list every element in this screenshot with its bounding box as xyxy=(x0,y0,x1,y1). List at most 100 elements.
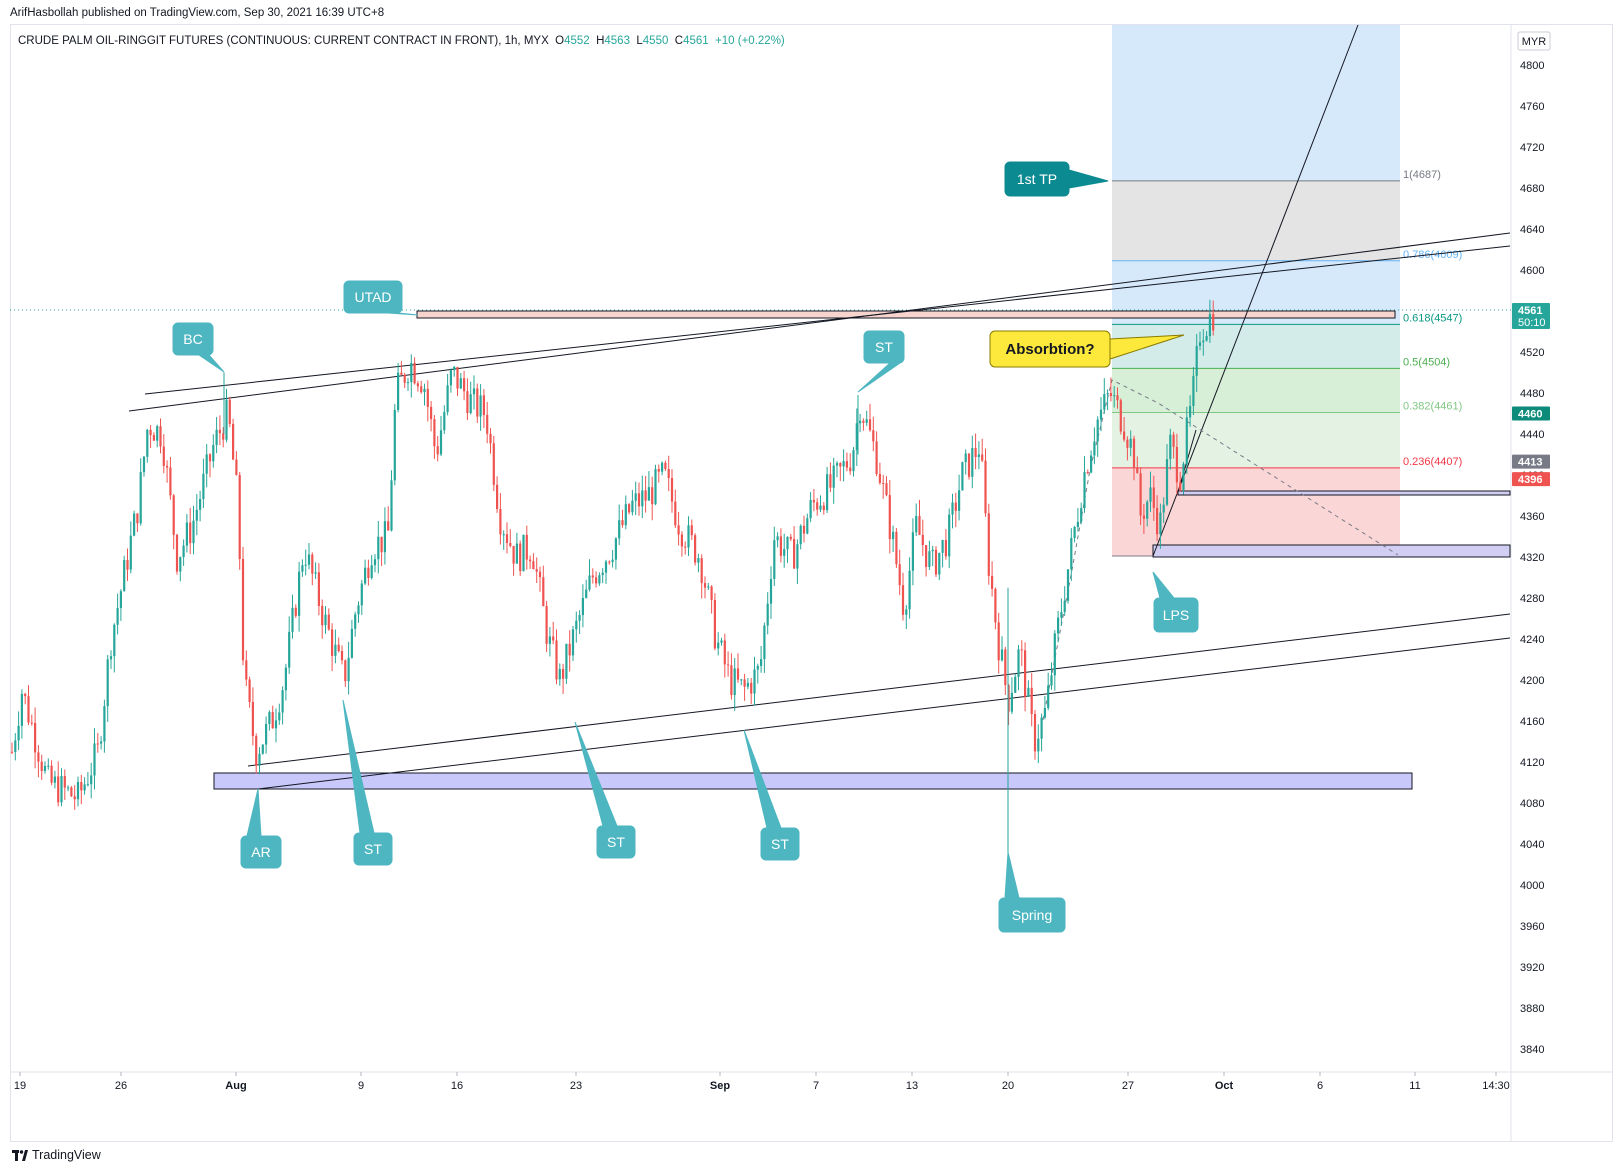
candle-body xyxy=(182,545,185,558)
candle-body xyxy=(499,509,502,535)
candle-body xyxy=(76,782,80,800)
candle-body xyxy=(307,554,311,565)
candle-body xyxy=(654,469,657,505)
candle-body xyxy=(1073,526,1076,538)
candle-body xyxy=(1027,687,1030,697)
callout-text: ST xyxy=(364,841,382,857)
candle-body xyxy=(895,531,898,565)
candle-body xyxy=(149,429,152,436)
candle-body xyxy=(756,665,759,670)
candle-body xyxy=(387,521,390,531)
candle-body xyxy=(53,776,56,783)
candle-body xyxy=(383,521,386,553)
candle-body xyxy=(1113,395,1116,397)
target-zone-blue xyxy=(1112,25,1400,325)
candle-body xyxy=(1063,600,1066,613)
footer-brand-text: TradingView xyxy=(32,1148,101,1162)
candle-body xyxy=(674,501,677,526)
candle-body xyxy=(1189,405,1192,418)
fib-level-label: 1(4687) xyxy=(1403,169,1441,181)
candle-body xyxy=(677,525,680,535)
y-tick-label: 4120 xyxy=(1520,757,1544,769)
candle-body xyxy=(215,429,218,445)
candle-body xyxy=(750,682,753,694)
candle-body xyxy=(971,447,974,477)
candle-body xyxy=(443,412,446,431)
candle-body xyxy=(763,625,766,660)
candle-body xyxy=(568,643,571,656)
candle-body xyxy=(192,520,195,544)
y-tick-label: 4320 xyxy=(1520,552,1544,564)
candle-body xyxy=(202,473,205,499)
candle-body xyxy=(1099,409,1103,420)
fib-level-label: 0.236(4407) xyxy=(1403,456,1462,468)
y-tick-label: 4480 xyxy=(1520,388,1544,400)
candle-body xyxy=(439,430,443,455)
candle-body xyxy=(1030,687,1033,714)
candle-body xyxy=(397,372,400,410)
callout-st: ST xyxy=(342,699,393,866)
x-tick-label: 6 xyxy=(1317,1080,1323,1092)
candle-body xyxy=(1017,649,1020,677)
candle-body xyxy=(1000,649,1004,661)
y-tick-label: 4720 xyxy=(1520,142,1544,154)
candle-body xyxy=(1126,439,1129,448)
candle-body xyxy=(661,462,664,472)
candle-body xyxy=(1053,633,1056,676)
candle-body xyxy=(1119,400,1122,432)
candle-body xyxy=(294,607,297,616)
candle-body xyxy=(687,525,690,548)
y-tick-label: 4760 xyxy=(1520,101,1544,113)
price-tag xyxy=(1512,454,1550,469)
candle-body xyxy=(505,534,509,543)
footer-brand[interactable]: TradingView xyxy=(12,1148,101,1162)
candle-body xyxy=(538,571,542,578)
candle-body xyxy=(1080,508,1083,522)
y-tick-label: 3920 xyxy=(1520,962,1544,974)
candle-body xyxy=(746,682,749,687)
price-tag-value: 4460 xyxy=(1518,409,1542,421)
price-tag xyxy=(1512,302,1550,329)
candle-body xyxy=(905,609,908,615)
candle-body xyxy=(40,761,43,771)
y-tick-label: 4600 xyxy=(1520,265,1544,277)
candle-body xyxy=(631,500,634,513)
candle-body xyxy=(1132,438,1136,468)
candle-body xyxy=(829,474,832,488)
candle-body xyxy=(245,660,248,680)
candle-body xyxy=(868,419,872,431)
y-tick-label: 4640 xyxy=(1520,224,1544,236)
candle-body xyxy=(598,575,601,584)
candle-body xyxy=(753,669,756,694)
candle-body xyxy=(453,366,456,371)
candle-body xyxy=(63,776,66,788)
candle-body xyxy=(466,391,469,414)
candle-body xyxy=(489,433,492,444)
candle-body xyxy=(802,525,806,534)
callout-text: AR xyxy=(251,844,270,860)
candle-body xyxy=(463,378,466,392)
candle-body xyxy=(967,453,971,477)
candle-body xyxy=(433,419,436,447)
y-tick-label: 4200 xyxy=(1520,675,1544,687)
callout-st: ST xyxy=(857,330,905,393)
candle-body xyxy=(614,538,617,560)
candle-body xyxy=(740,679,743,681)
candle-body xyxy=(1096,419,1099,442)
candle-body xyxy=(27,696,30,723)
callout-pointer xyxy=(857,362,902,393)
candle-body xyxy=(1139,473,1142,516)
candle-body xyxy=(17,725,20,741)
candle-body xyxy=(766,603,769,626)
callout-box xyxy=(1153,597,1199,633)
candle-body xyxy=(1175,446,1178,483)
candle-body xyxy=(172,495,175,535)
candle-body xyxy=(601,572,604,576)
candle-body xyxy=(694,535,697,563)
callout-pointer xyxy=(197,354,225,373)
callout-box xyxy=(760,827,800,861)
candle-body xyxy=(1136,467,1139,474)
candle-body xyxy=(50,765,53,783)
candle-body xyxy=(459,378,462,389)
